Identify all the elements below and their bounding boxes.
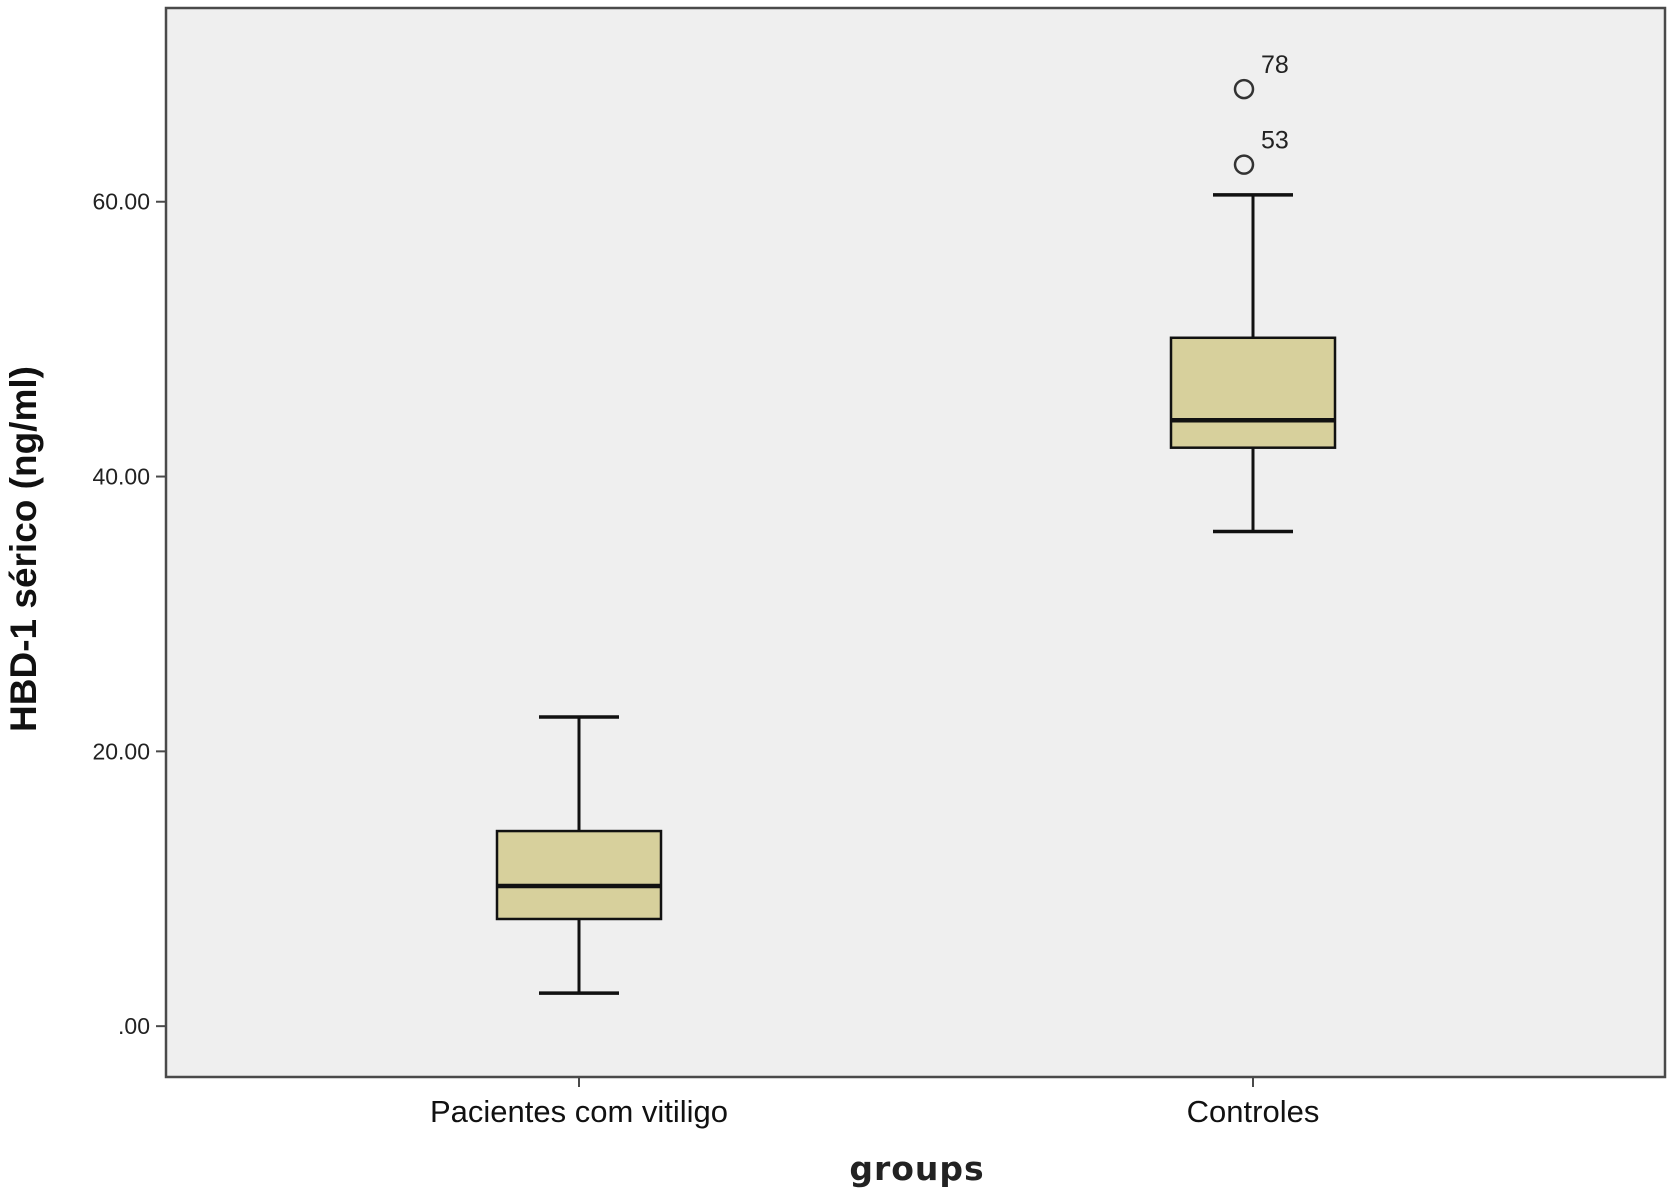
outlier-point	[1233, 78, 1255, 100]
y-tick-label: .00	[118, 1013, 150, 1039]
box-group: 53 78	[1169, 51, 1337, 534]
x-category-label: Pacientes com vitiligo	[430, 1094, 728, 1129]
x-axis-title: groups	[849, 1149, 984, 1188]
iqr-box	[495, 829, 663, 921]
y-tick-label: 40.00	[92, 464, 150, 490]
x-axis: Pacientes com vitiligo Controles	[430, 1077, 1319, 1129]
y-axis-title: HBD-1 sérico (ng/ml)	[3, 366, 44, 732]
y-tick-label: 60.00	[92, 189, 150, 215]
y-axis: .00 20.00 40.00 60.00	[92, 189, 166, 1039]
iqr-box	[1169, 336, 1337, 449]
x-category-label: Controles	[1187, 1094, 1320, 1129]
plot-area	[164, 6, 1667, 1079]
boxes-layer: 53 78	[495, 51, 1337, 995]
outlier-point	[1233, 154, 1255, 175]
outlier-label: 53	[1261, 127, 1289, 155]
y-tick-label: 20.00	[92, 738, 150, 764]
box-group	[495, 715, 663, 995]
outlier-label: 78	[1261, 51, 1289, 79]
